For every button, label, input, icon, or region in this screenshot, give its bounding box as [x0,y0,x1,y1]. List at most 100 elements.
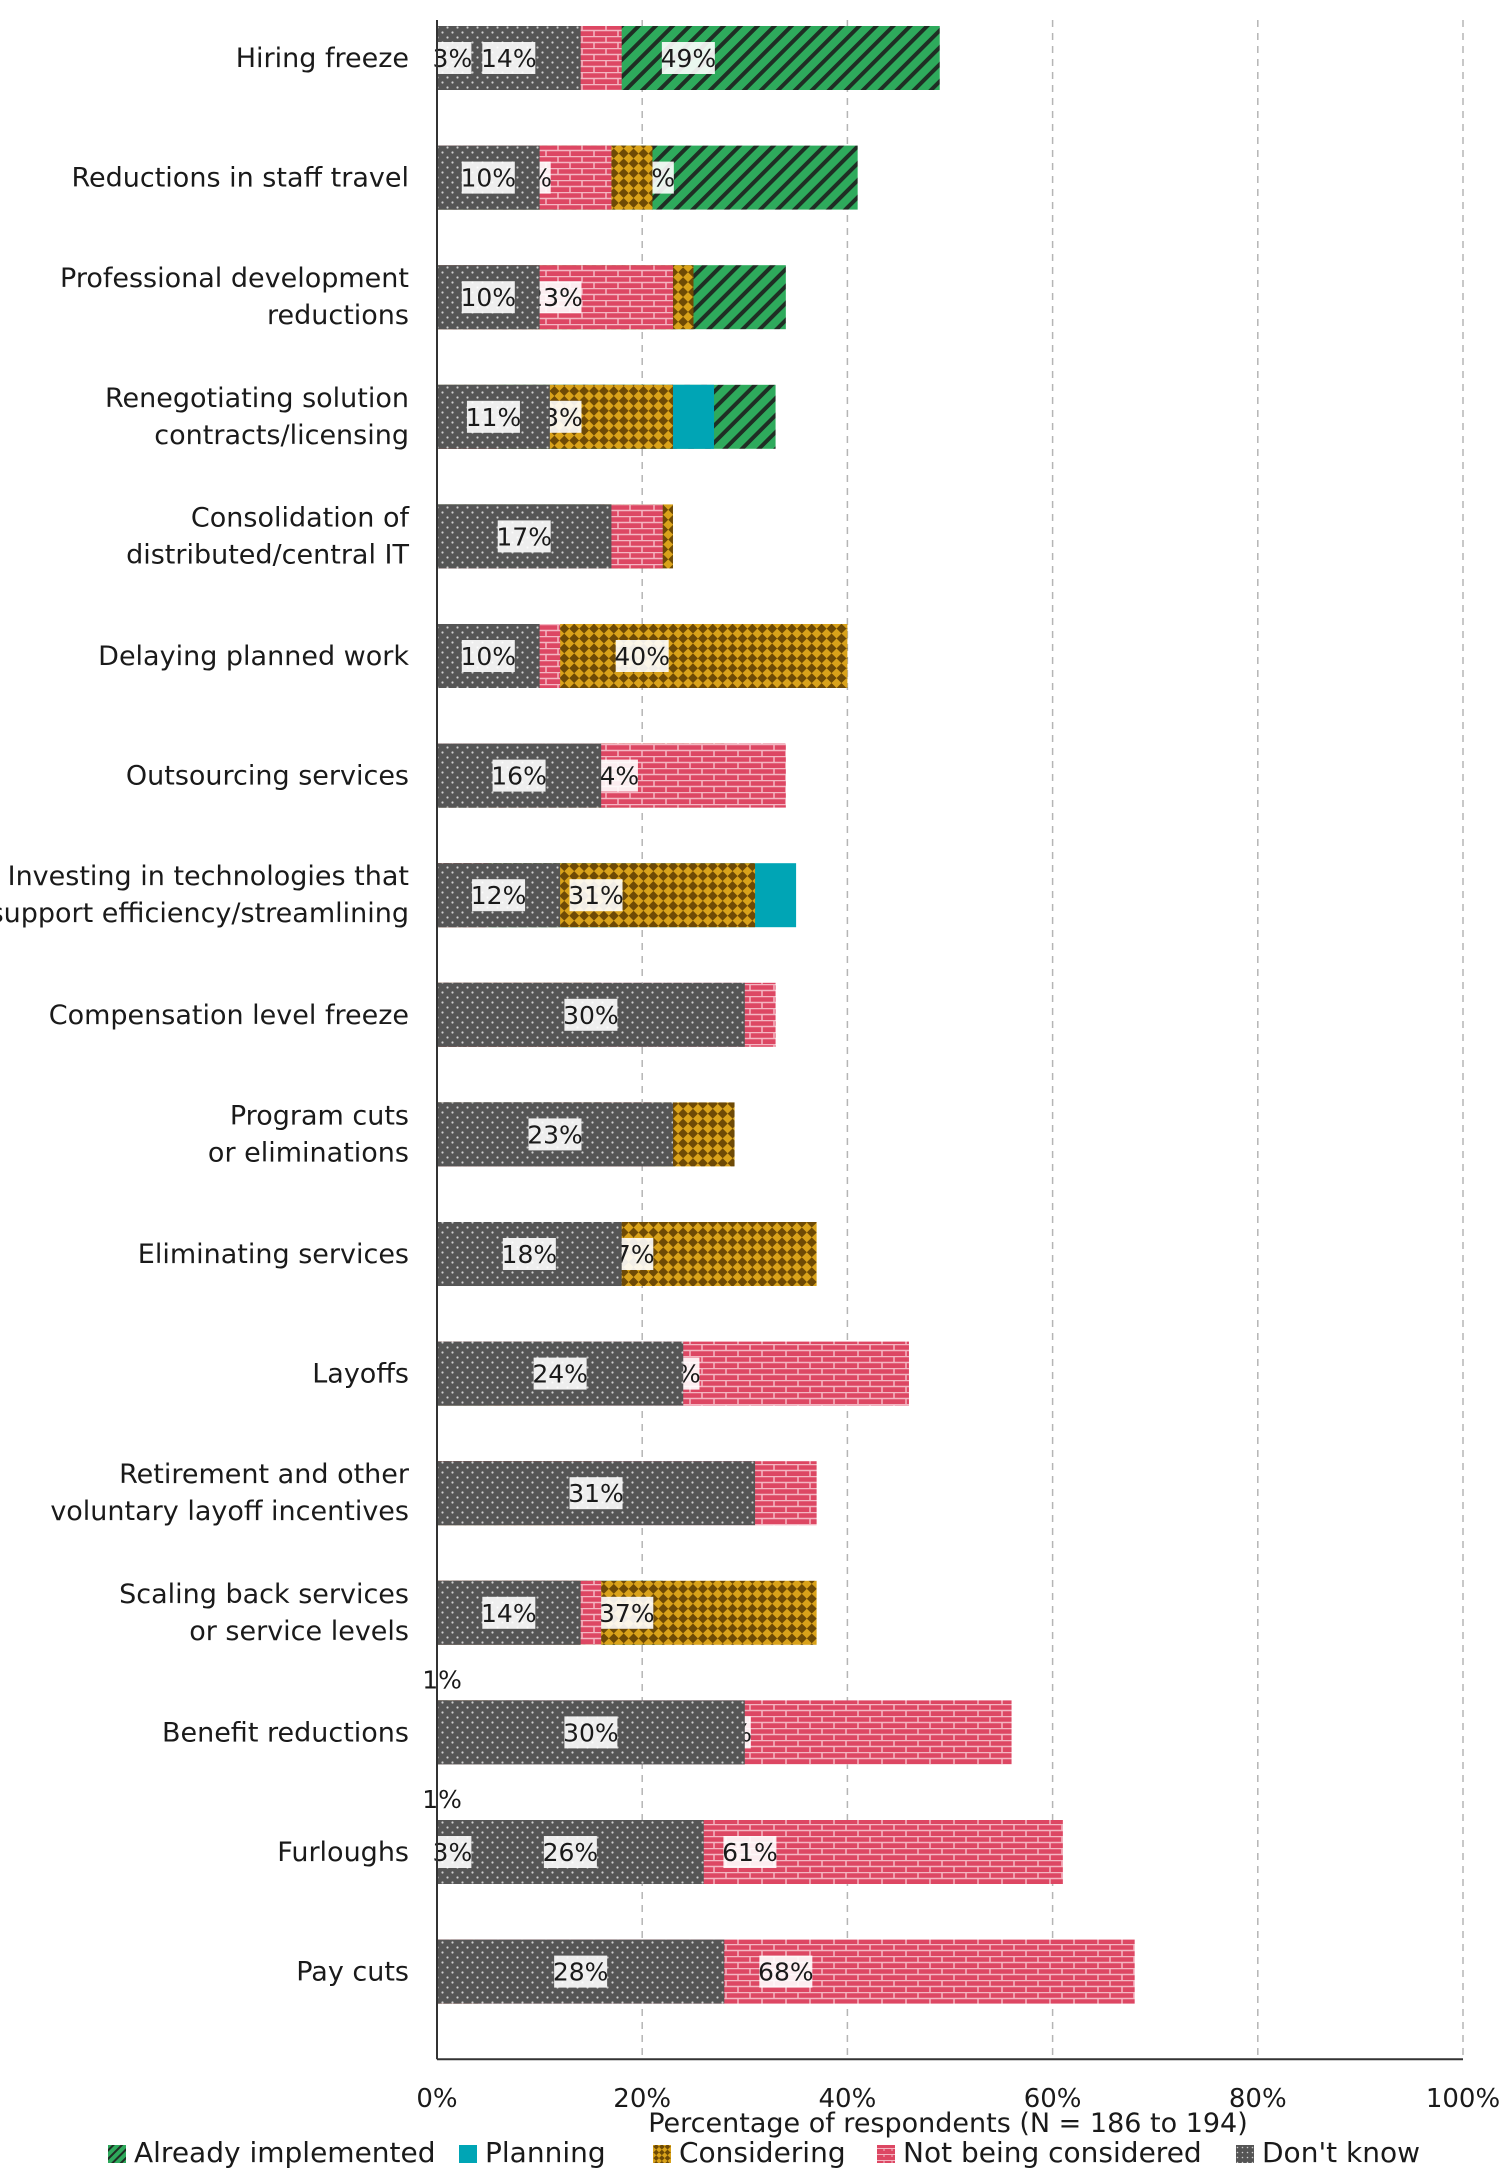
category-label: Compensation level freeze [49,1000,409,1031]
value-label-bg [564,998,618,1031]
x-tick-label: 100% [1426,2084,1500,2114]
bar-row-compensation-level-freeze: 16%5%15%33%30% [437,982,776,1047]
value-label: 10% [461,164,517,193]
bar-row-reductions-in-staff-travel: 41%12%21%17%10% [437,145,858,210]
bar-row-layoffs: 11%5%15%46%24% [437,1341,909,1406]
bar-row-renegotiating-solution-contracts-licensing: 33%27%23%6%11% [437,384,776,449]
bar-row-program-cuts-or-eliminations: 16%11%29%21%23% [437,1102,735,1167]
x-tick-label: 0% [416,2084,457,2114]
category-label: Delaying planned work [98,641,409,672]
value-label: 1% [422,1785,462,1814]
category-label-line: Scaling back services [119,1579,409,1610]
value-label-bg [433,42,472,74]
category-label: Hiring freeze [236,43,409,74]
value-label: 68% [758,1958,814,1987]
bar-row-hiring-freeze: 49%16%18%14%3% [433,26,940,90]
value-label-bg [569,879,623,912]
category-label-line: distributed/central IT [126,539,409,570]
category-label-line: Program cuts [230,1100,409,1131]
category-label: Benefit reductions [162,1717,409,1748]
legend-swatch [653,2145,671,2163]
value-label-bg [461,161,515,194]
legend-label: Planning [485,2136,606,2169]
category-label-line: reductions [267,300,409,331]
legend-item-not-being-considered: Not being considered [877,2136,1202,2169]
value-label-bg [461,281,515,314]
category-label: Program cuts or eliminations [208,1100,409,1168]
value-label-bg [554,1955,608,1988]
value-label-bg [466,400,520,433]
category-label: Pay cuts [296,1957,409,1988]
category-label-line: Professional development [60,263,409,294]
value-label: 14% [481,1599,537,1628]
x-tick-label: 40% [819,2084,877,2114]
value-label-bg [482,1596,536,1629]
category-label-line: contracts/licensing [154,420,409,451]
value-label-bg [528,1118,582,1151]
category-label: Investing in technologies that support ef… [0,861,409,929]
value-label-bg [759,1955,813,1988]
value-label-bg [569,1477,623,1510]
category-label: Furloughs [277,1837,409,1868]
value-label: 40% [614,642,670,671]
value-label-bg [600,1596,654,1629]
category-label: Retirement and other voluntary layoff inc… [50,1459,410,1527]
value-label: 14% [481,44,537,73]
bar-row-outsourcing-services: 17%5%28%34%16% [437,743,786,808]
value-label-bg [472,879,526,912]
value-label: 37% [599,1599,655,1628]
category-label-line: Investing in technologies that [8,861,409,892]
value-label: 16% [491,762,547,791]
value-label: 31% [568,881,624,910]
value-label: 30% [563,1001,619,1030]
legend-label: Not being considered [903,2136,1202,2169]
category-labels: Hiring freeze Reductions in staff travel P… [0,43,410,1988]
category-label-line: Consolidation of [191,502,411,533]
bar-row-retirement-and-other-voluntary-layoff-incentives: 11%6%15%37%31% [437,1461,817,1526]
value-label: 10% [461,642,517,671]
value-label: 11% [466,403,522,432]
category-label-line: Renegotiating solution [105,383,409,414]
value-label: 49% [661,44,717,73]
value-label-bg [497,520,551,553]
x-axis: 0% 20% 40% 60% 80% 100% [416,20,1500,2114]
value-label-bg [615,640,669,672]
value-label: 61% [722,1838,778,1867]
value-label: 1% [422,1665,462,1694]
category-label: Scaling back services or service levels [119,1579,409,1647]
category-label: Renegotiating solution contracts/licensin… [105,383,409,451]
legend-item-already-implemented: Already implemented [108,2136,436,2169]
category-label-line: support efficiency/streamlining [0,898,409,929]
value-label: 10% [461,283,517,312]
bar-row-consolidation-of-distributed-central-it: 22%16%23%22%17% [437,504,673,569]
legend-item-don-t-know: Don't know [1236,2136,1420,2169]
category-label: Reductions in staff travel [71,163,409,194]
value-label: 24% [532,1360,588,1389]
bar-row-pay-cuts: 4%68%28% [437,1939,1135,2004]
value-label: 3% [433,44,473,73]
legend: Already implemented Planning Considering No… [108,2136,1420,2169]
bar-row-eliminating-services: 12%19%37%13%18% [437,1222,817,1286]
x-axis-title: Percentage of respondents (N = 186 to 19… [648,2108,1248,2139]
value-label-bg [492,759,546,792]
bar-row-professional-development-reductions: 34%9%25%23%10% [437,265,786,330]
category-label: Consolidation of distributed/central IT [126,502,410,570]
value-label: 30% [563,1718,619,1747]
legend-label: Don't know [1262,2136,1420,2169]
value-label-bg [661,42,715,74]
value-label-bg [502,1238,556,1270]
legend-label: Considering [679,2136,846,2169]
value-label: 23% [527,1120,583,1149]
category-label-line: or service levels [189,1616,409,1647]
value-label-bg [461,640,515,672]
category-label: Outsourcing services [126,761,409,792]
legend-label: Already implemented [134,2136,436,2169]
bar-row-scaling-back-services-or-service-levels: 11%22%37%16%14% [437,1580,817,1645]
category-label-line: voluntary layoff incentives [50,1496,409,1527]
x-tick-label: 80% [1229,2084,1287,2114]
value-label: 17% [496,522,552,551]
value-label: 3% [433,1838,473,1867]
legend-swatch [459,2145,477,2163]
bar-row-investing-in-technologies-that-support-efficiency-streamlining: 17%35%31%5%12% [437,863,797,928]
bars: 49% 16% 18% 14% 3% 41%12%21%17%10% 34%9%25%23%… [422,26,1135,2004]
